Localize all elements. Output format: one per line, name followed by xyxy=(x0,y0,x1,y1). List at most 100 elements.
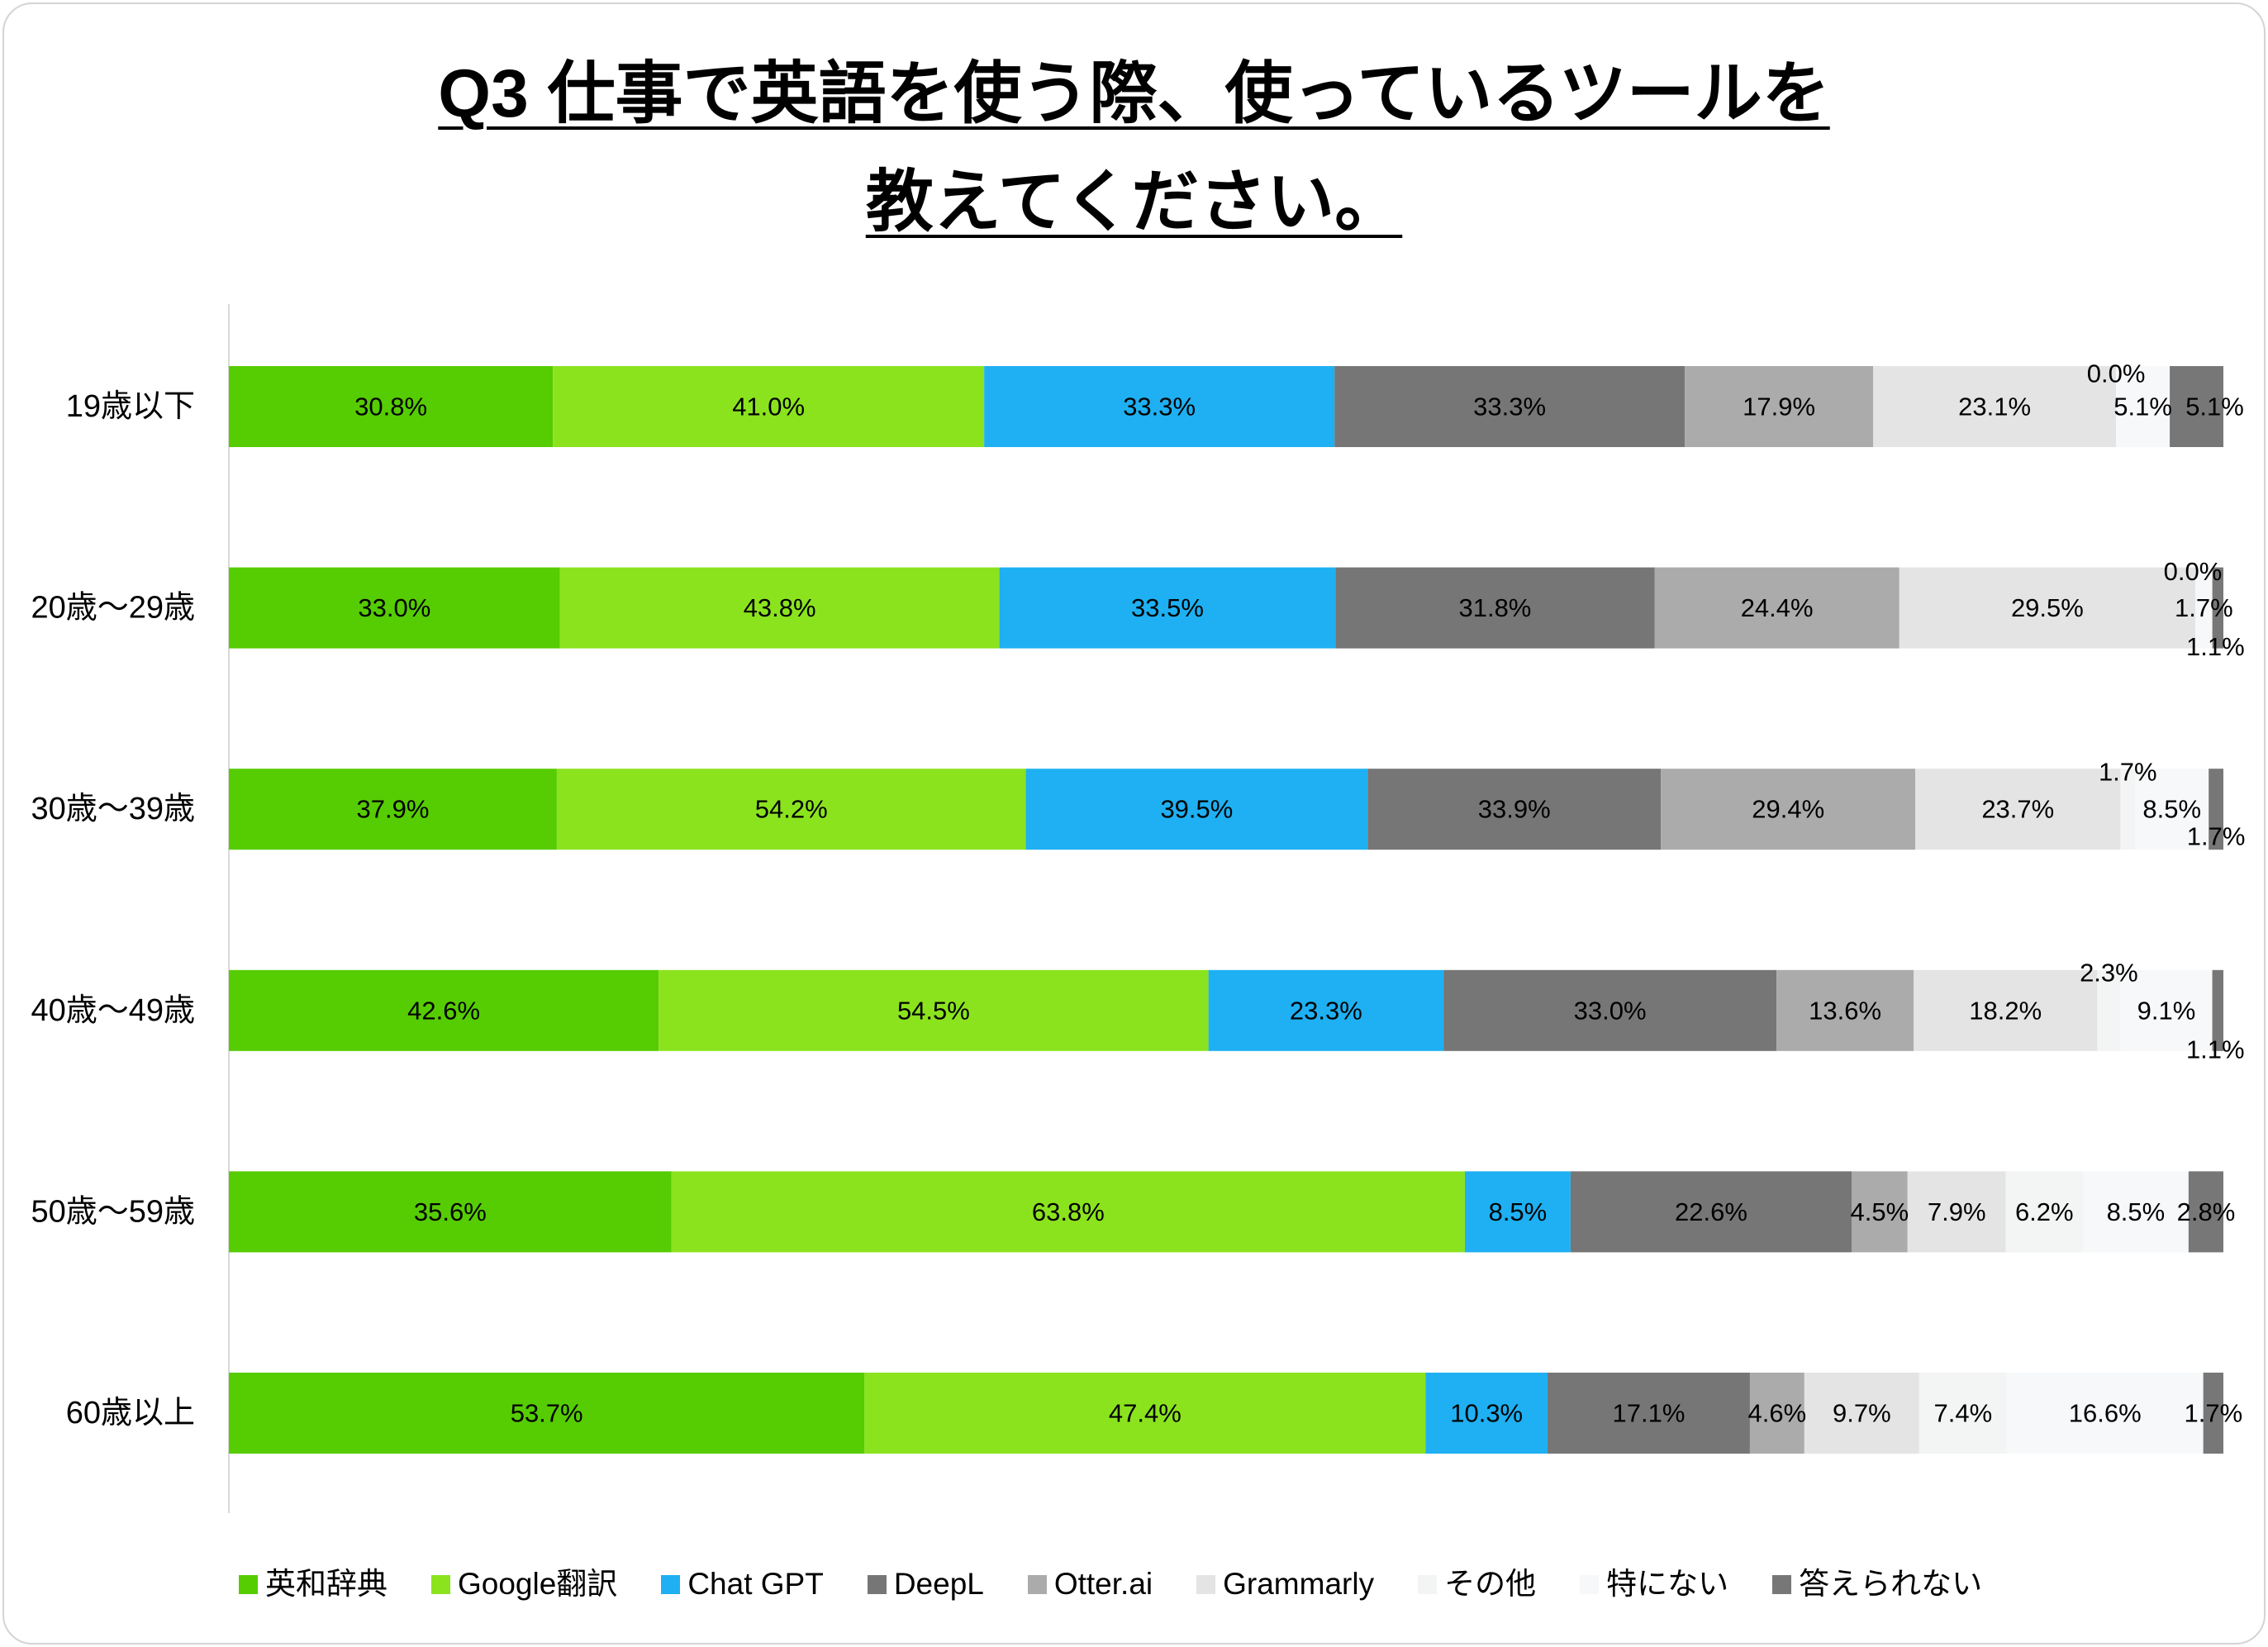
data-label: 8.5% xyxy=(2142,795,2201,824)
data-label: 1.7% xyxy=(2099,758,2157,787)
data-label: 7.4% xyxy=(1933,1399,1992,1428)
bar-segment xyxy=(2203,1373,2223,1454)
bar-segment xyxy=(1367,769,1662,850)
legend-label: 英和辞典 xyxy=(265,1567,388,1601)
bar-segment xyxy=(1025,769,1368,850)
legend-swatch xyxy=(1196,1574,1216,1594)
data-label: 18.2% xyxy=(1969,996,2042,1025)
bar-segment xyxy=(2188,1171,2223,1253)
bar-segment xyxy=(2082,1171,2189,1253)
bar-segment xyxy=(1915,769,2121,850)
bar-segment xyxy=(1907,1171,2006,1253)
bar-segment xyxy=(2116,366,2171,447)
bar-segment xyxy=(2195,567,2213,649)
bar-segment xyxy=(1335,567,1655,649)
data-label: 43.8% xyxy=(744,593,816,622)
bar-segment xyxy=(553,366,985,447)
data-label: 41.0% xyxy=(732,393,805,421)
legend-swatch xyxy=(1027,1574,1047,1594)
legend-label: Chat GPT xyxy=(687,1567,824,1601)
bar-segment xyxy=(1899,567,2195,649)
bar-segment xyxy=(229,366,554,447)
bar-segment xyxy=(1661,769,1916,850)
bar-segment xyxy=(2120,769,2136,850)
legend-swatch xyxy=(239,1574,258,1594)
legend-swatch xyxy=(1580,1574,1600,1594)
data-label: 63.8% xyxy=(1032,1197,1105,1226)
data-label: 33.3% xyxy=(1123,393,1196,421)
category-label: 20歳〜29歳 xyxy=(31,591,195,626)
bar-segment xyxy=(1873,366,2117,447)
data-label: 5.1% xyxy=(2185,393,2244,421)
bar-segment xyxy=(1208,969,1444,1051)
data-label: 9.7% xyxy=(1833,1399,1891,1428)
category-label: 50歳〜59歳 xyxy=(31,1194,195,1229)
data-label: 5.1% xyxy=(2113,393,2172,421)
bar-segment xyxy=(1776,969,1914,1051)
legend-item: その他 xyxy=(1418,1566,1536,1602)
legend-label: 答えられない xyxy=(1799,1567,1983,1601)
data-label: 2.8% xyxy=(2177,1197,2236,1226)
data-label: 17.9% xyxy=(1743,393,1815,421)
data-label: 53.7% xyxy=(511,1399,583,1428)
data-label: 4.6% xyxy=(1748,1399,1807,1428)
data-label: 33.0% xyxy=(1574,996,1647,1025)
data-label: 33.0% xyxy=(358,593,430,622)
bar-segment xyxy=(659,969,1209,1051)
data-label: 30.8% xyxy=(354,393,427,421)
bar-segment xyxy=(1570,1171,1852,1253)
legend-swatch xyxy=(867,1574,887,1594)
data-label: 35.6% xyxy=(414,1197,487,1226)
data-label: 1.7% xyxy=(2187,822,2246,851)
bar-segment xyxy=(229,1373,865,1454)
data-label: 9.1% xyxy=(2137,996,2196,1025)
legend-item: 特にない xyxy=(1580,1566,1728,1602)
bar-segment xyxy=(864,1373,1426,1454)
bar-segment xyxy=(2170,366,2223,447)
data-label: 6.2% xyxy=(2015,1197,2074,1226)
bar-segment xyxy=(1804,1373,1919,1454)
legend-swatch xyxy=(1772,1574,1792,1594)
legend-item: Grammarly xyxy=(1196,1566,1374,1602)
bar-segment xyxy=(229,567,560,649)
bar-segment xyxy=(1425,1373,1548,1454)
bar-segment xyxy=(1654,567,1900,649)
bar-segment xyxy=(999,567,1336,649)
chart-title-line-2: 教えてください。 xyxy=(865,164,1403,240)
legend-item: Chat GPT xyxy=(661,1566,824,1602)
legend-item: 答えられない xyxy=(1772,1566,1982,1602)
bar-segment xyxy=(2097,969,2121,1051)
category-label: 30歳〜39歳 xyxy=(31,792,195,826)
data-label: 0.0% xyxy=(2087,359,2146,388)
bar-segment xyxy=(2135,769,2209,850)
data-label: 22.6% xyxy=(1675,1197,1747,1226)
legend-label: 特にない xyxy=(1606,1567,1729,1601)
category-label: 40歳〜49歳 xyxy=(31,993,195,1028)
legend-label: DeepL xyxy=(893,1567,984,1601)
legend-swatch xyxy=(431,1574,450,1594)
bar-segment xyxy=(1685,366,1874,447)
data-label: 42.6% xyxy=(407,996,480,1025)
bar-segment xyxy=(1464,1171,1571,1253)
data-label: 13.6% xyxy=(1809,996,1881,1025)
legend-label: Grammarly xyxy=(1223,1567,1375,1601)
bar-segment xyxy=(1443,969,1777,1051)
bar-segment xyxy=(2005,1171,2083,1253)
bar-segment xyxy=(229,1171,672,1253)
data-label: 31.8% xyxy=(1458,593,1531,622)
data-label: 2.3% xyxy=(2080,958,2138,987)
legend-swatch xyxy=(1418,1574,1438,1594)
data-label: 1.1% xyxy=(2186,632,2245,661)
bar-segment xyxy=(229,769,557,850)
bar-segment xyxy=(984,366,1335,447)
bar-segment xyxy=(2212,567,2223,649)
legend-label: Otter.ai xyxy=(1053,1567,1153,1601)
bar-segment xyxy=(2209,769,2223,850)
data-label: 33.5% xyxy=(1131,593,1204,622)
category-label: 19歳以下 xyxy=(66,389,195,424)
data-label: 23.1% xyxy=(1958,393,2031,421)
bar-segment xyxy=(1914,969,2098,1051)
data-label: 24.4% xyxy=(1741,593,1814,622)
data-label: 39.5% xyxy=(1160,795,1233,824)
